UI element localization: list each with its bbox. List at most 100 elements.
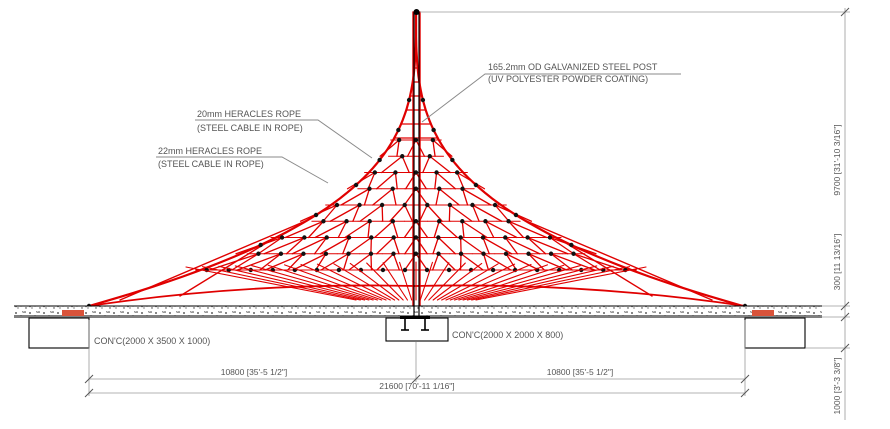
mesh-rope bbox=[437, 236, 456, 255]
rope-connector bbox=[391, 251, 396, 256]
mesh-rope bbox=[438, 220, 458, 239]
mesh-rope bbox=[461, 220, 465, 239]
outer-rope-right bbox=[414, 12, 744, 308]
fan-rope bbox=[445, 263, 532, 301]
rope-connector bbox=[430, 137, 436, 143]
mesh-rope bbox=[433, 220, 440, 239]
rope-connector bbox=[481, 251, 486, 256]
rope22-label-sub: (STEEL CABLE IN ROPE) bbox=[158, 159, 264, 169]
mesh-rope bbox=[505, 253, 540, 271]
edge-connector bbox=[569, 242, 574, 248]
rope-connector bbox=[460, 186, 465, 191]
mesh-rope bbox=[456, 171, 465, 190]
mesh-rope bbox=[461, 188, 492, 206]
mesh-rope bbox=[426, 204, 443, 222]
mesh-rope bbox=[494, 204, 510, 222]
mesh-rope bbox=[394, 171, 398, 190]
mesh-rope bbox=[456, 171, 486, 190]
mesh-rope bbox=[415, 139, 426, 157]
rope-connector bbox=[400, 154, 405, 159]
mesh-rope bbox=[504, 236, 519, 255]
mesh-rope bbox=[415, 171, 427, 190]
mesh-rope bbox=[396, 139, 400, 157]
mesh-rope bbox=[435, 188, 440, 206]
mesh-rope bbox=[461, 220, 488, 239]
mesh-rope bbox=[376, 253, 395, 271]
rope-connector bbox=[436, 251, 441, 256]
rope-connector bbox=[336, 267, 342, 273]
mesh-rope bbox=[372, 188, 394, 206]
edge-connector bbox=[431, 127, 436, 133]
fan-rope bbox=[284, 264, 383, 301]
rope-connector bbox=[367, 219, 372, 224]
fan-rope bbox=[333, 263, 396, 301]
rope-connector bbox=[402, 202, 407, 208]
rope-connector bbox=[446, 267, 452, 273]
mesh-rope bbox=[236, 253, 282, 271]
total-span-dimension: 21600 [70'-11 1/16"] bbox=[379, 381, 454, 391]
rope-connector bbox=[506, 219, 511, 224]
rope-connector bbox=[380, 267, 386, 273]
edge-connector bbox=[450, 157, 455, 163]
rope-connector bbox=[492, 202, 498, 208]
rope-connector bbox=[390, 186, 395, 191]
mesh-rope bbox=[438, 188, 460, 206]
mesh-rope bbox=[507, 220, 548, 239]
mesh-rope bbox=[550, 253, 596, 271]
mesh-rope bbox=[404, 204, 414, 222]
ground-height-dimension: 300 [11 13/16"] bbox=[832, 234, 842, 291]
rope-connector bbox=[346, 251, 351, 256]
rope-connector bbox=[503, 251, 509, 256]
mesh-rope bbox=[449, 204, 473, 222]
rope-connector bbox=[526, 251, 531, 256]
rope-connector bbox=[369, 235, 374, 240]
mesh-rope bbox=[527, 253, 545, 271]
mesh-rope bbox=[347, 236, 373, 255]
rope-connector bbox=[437, 186, 442, 191]
rope-connector bbox=[427, 154, 432, 159]
mesh-rope bbox=[392, 220, 399, 239]
fan-rope bbox=[419, 261, 433, 301]
mesh-rope bbox=[393, 236, 400, 255]
mesh-rope bbox=[482, 236, 490, 255]
ground-surface bbox=[14, 305, 822, 318]
mesh-rope bbox=[460, 253, 484, 271]
rope-connector bbox=[368, 251, 374, 256]
mesh-rope bbox=[461, 188, 469, 206]
mesh-rope bbox=[363, 188, 371, 206]
edge-connector bbox=[258, 242, 263, 248]
center-footing bbox=[385, 317, 449, 342]
mesh-rope bbox=[401, 155, 410, 174]
rope20-label-sub: (STEEL CABLE IN ROPE) bbox=[197, 123, 303, 133]
mesh-rope bbox=[484, 220, 518, 239]
mesh-rope bbox=[367, 171, 376, 190]
mesh-rope bbox=[494, 204, 533, 222]
rope-connector bbox=[256, 251, 261, 256]
rope-connector bbox=[321, 219, 326, 224]
mesh-rope bbox=[329, 204, 361, 222]
mesh-rope bbox=[505, 253, 518, 271]
rope-connector bbox=[460, 219, 465, 224]
left-anchor bbox=[62, 310, 84, 316]
center-footing-label: CON'C(2000 X 2000 X 800) bbox=[452, 330, 563, 340]
edge-connector bbox=[513, 212, 519, 218]
mesh-rope bbox=[418, 204, 428, 222]
mesh-rope bbox=[437, 253, 456, 271]
mesh-rope bbox=[257, 236, 283, 255]
edge-connector bbox=[313, 212, 319, 218]
mesh-rope bbox=[482, 253, 512, 271]
steel-post bbox=[413, 9, 420, 316]
rope-connector bbox=[396, 137, 402, 143]
right-footing bbox=[744, 317, 806, 349]
bottom-edge-rope bbox=[88, 284, 746, 307]
rope-connector bbox=[470, 202, 475, 208]
rope-connector bbox=[357, 202, 362, 208]
edge-connector bbox=[377, 157, 382, 163]
mesh-rope bbox=[431, 253, 440, 271]
rope-connector bbox=[372, 170, 378, 175]
mesh-rope bbox=[389, 204, 406, 222]
horizontal-dimensions bbox=[84, 320, 750, 398]
rope-connector bbox=[425, 202, 430, 208]
fan-rope bbox=[432, 262, 483, 301]
mesh-rope bbox=[379, 139, 400, 157]
